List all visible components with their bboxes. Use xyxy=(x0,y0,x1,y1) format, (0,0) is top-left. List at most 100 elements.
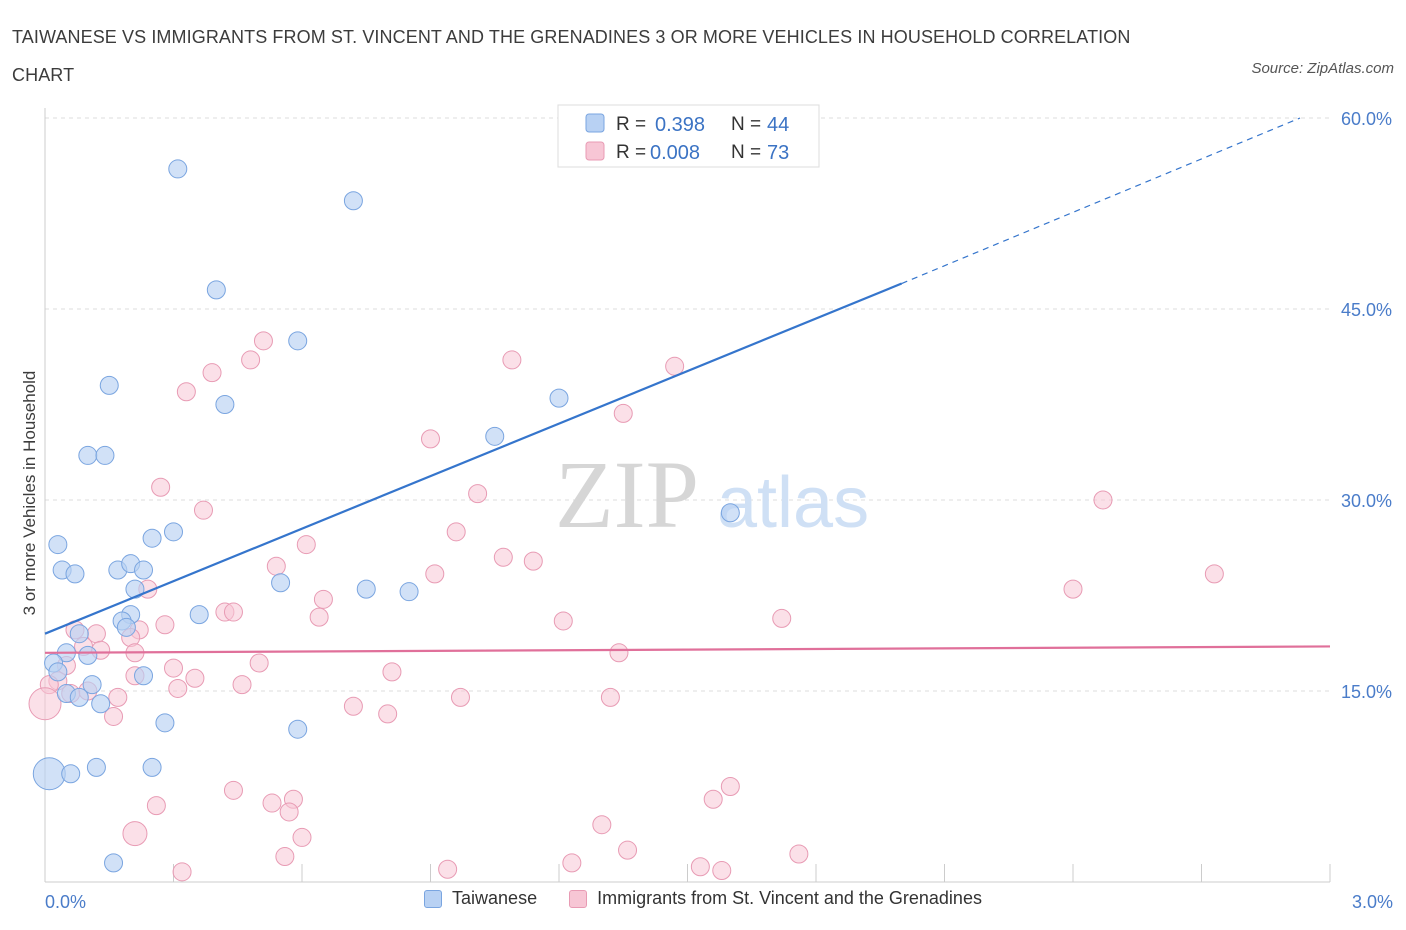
data-point-taiwanese xyxy=(95,445,115,465)
data-point-st-vincent xyxy=(343,696,363,716)
data-point-st-vincent xyxy=(253,331,273,351)
legend-swatch-st-vincent xyxy=(569,889,588,908)
data-point-taiwanese xyxy=(720,503,740,523)
data-point-st-vincent xyxy=(176,382,196,402)
data-point-st-vincent xyxy=(609,643,629,663)
legend-r-value-pink: 0.008 xyxy=(650,142,700,164)
data-point-st-vincent xyxy=(232,675,252,695)
data-point-st-vincent xyxy=(104,706,124,726)
trend-line-st-vincent xyxy=(44,645,1331,654)
data-point-st-vincent xyxy=(122,821,148,847)
data-point-taiwanese xyxy=(343,191,363,211)
data-point-taiwanese xyxy=(86,757,106,777)
axes: 15.0% 30.0% 45.0% 60.0% 0.0% 3.0% xyxy=(44,108,1393,912)
data-point-st-vincent xyxy=(618,840,638,860)
legend-n-label-blue: N = xyxy=(731,114,761,135)
data-point-st-vincent xyxy=(712,861,732,881)
legend-r-value-blue: 0.398 xyxy=(655,114,705,136)
data-point-st-vincent xyxy=(703,789,723,809)
data-point-st-vincent xyxy=(279,802,299,822)
data-point-taiwanese xyxy=(125,579,145,599)
data-point-taiwanese xyxy=(78,645,98,665)
data-point-taiwanese xyxy=(215,395,235,414)
data-point-st-vincent xyxy=(450,687,470,707)
data-point-taiwanese xyxy=(288,719,308,739)
data-point-st-vincent xyxy=(296,535,316,555)
legend-top: R = 0.398 N = 44 R = 0.008 N = 73 xyxy=(557,104,820,168)
data-point-st-vincent xyxy=(223,602,243,622)
data-point-st-vincent xyxy=(382,662,402,682)
data-point-taiwanese xyxy=(168,159,188,179)
data-point-st-vincent xyxy=(378,704,398,724)
data-point-st-vincent xyxy=(185,668,205,688)
legend-item-st-vincent: Immigrants from St. Vincent and the Gren… xyxy=(569,888,982,909)
data-point-st-vincent xyxy=(493,547,513,567)
data-point-st-vincent xyxy=(425,564,445,584)
legend-bottom: Taiwanese Immigrants from St. Vincent an… xyxy=(0,888,1406,909)
data-point-st-vincent xyxy=(523,551,543,571)
data-point-st-vincent xyxy=(146,796,166,816)
trend-lines xyxy=(44,117,1331,654)
data-point-st-vincent xyxy=(562,853,582,873)
legend-swatch-blue xyxy=(585,113,605,133)
data-point-taiwanese xyxy=(134,560,154,580)
data-point-st-vincent xyxy=(164,658,183,678)
legend-r-label-pink: R = xyxy=(616,142,646,163)
data-point-taiwanese xyxy=(271,573,291,593)
data-point-taiwanese xyxy=(69,624,89,644)
legend-swatch-pink xyxy=(585,141,605,161)
y-tick-label: 30.0% xyxy=(1341,491,1392,511)
data-point-st-vincent xyxy=(600,687,620,707)
data-point-st-vincent xyxy=(193,500,213,520)
data-point-st-vincent xyxy=(502,350,522,370)
watermark-atlas: atlas xyxy=(717,463,869,543)
data-point-st-vincent xyxy=(266,556,286,576)
data-point-st-vincent xyxy=(313,589,333,609)
data-point-st-vincent xyxy=(168,678,188,698)
data-point-taiwanese xyxy=(399,582,419,602)
data-point-taiwanese xyxy=(142,757,162,777)
data-point-st-vincent xyxy=(202,363,222,383)
data-point-st-vincent xyxy=(789,844,809,864)
data-point-taiwanese xyxy=(288,331,308,351)
y-tick-label: 15.0% xyxy=(1341,682,1392,702)
chart-title: TAIWANESE VS IMMIGRANTS FROM ST. VINCENT… xyxy=(12,27,1131,85)
data-point-st-vincent xyxy=(690,857,710,877)
x-tick-label: 3.0% xyxy=(1352,892,1393,912)
data-point-taiwanese xyxy=(91,694,111,714)
data-point-taiwanese xyxy=(65,564,85,584)
data-point-taiwanese xyxy=(32,757,66,791)
data-point-taiwanese xyxy=(48,662,68,682)
legend-item-taiwanese: Taiwanese xyxy=(424,888,537,909)
data-point-st-vincent xyxy=(241,350,261,370)
data-point-taiwanese xyxy=(155,713,175,733)
data-point-taiwanese xyxy=(356,579,376,599)
data-point-st-vincent xyxy=(438,859,458,879)
data-point-taiwanese xyxy=(485,426,505,446)
legend-label-taiwanese: Taiwanese xyxy=(452,888,538,908)
data-point-st-vincent xyxy=(151,477,171,497)
data-point-st-vincent xyxy=(1093,490,1113,510)
legend-n-label-pink: N = xyxy=(731,142,761,163)
legend-swatch-taiwanese xyxy=(424,889,443,908)
data-point-taiwanese xyxy=(206,280,226,300)
data-point-st-vincent xyxy=(292,827,312,847)
data-point-st-vincent xyxy=(1204,564,1224,584)
y-axis-title: 3 or more Vehicles in Household xyxy=(20,371,39,616)
data-point-taiwanese xyxy=(78,445,98,465)
data-point-taiwanese xyxy=(134,666,154,686)
source-label: Source: ZipAtlas.com xyxy=(1251,60,1394,77)
data-point-st-vincent xyxy=(223,780,243,800)
data-point-st-vincent xyxy=(262,793,282,813)
legend-n-value-blue: 44 xyxy=(767,114,789,136)
series-pink-points xyxy=(28,331,1224,882)
data-point-st-vincent xyxy=(468,484,488,504)
data-point-st-vincent xyxy=(1063,579,1083,599)
data-point-st-vincent xyxy=(553,611,573,631)
data-point-st-vincent xyxy=(172,862,192,882)
data-point-taiwanese xyxy=(142,528,162,548)
data-point-st-vincent xyxy=(108,687,128,707)
data-point-taiwanese xyxy=(69,687,89,707)
data-point-st-vincent xyxy=(275,847,295,867)
